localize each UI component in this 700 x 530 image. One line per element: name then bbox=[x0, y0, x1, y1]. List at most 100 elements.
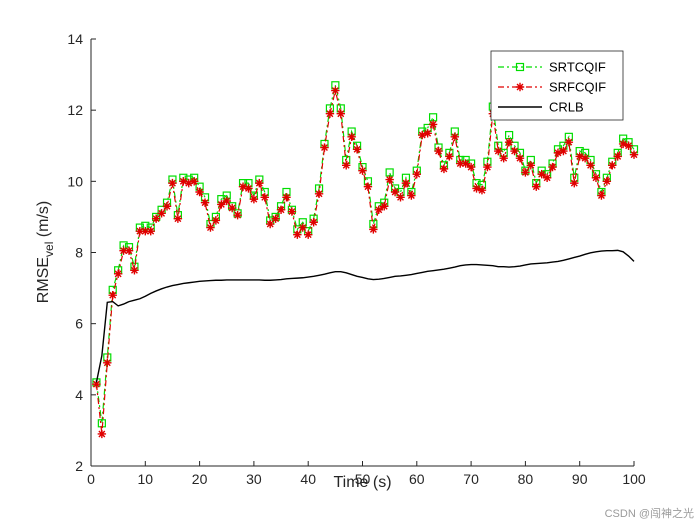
data-point-srfcqif bbox=[233, 210, 242, 220]
data-point-srfcqif bbox=[336, 109, 345, 118]
data-point-srfcqif bbox=[510, 146, 519, 156]
data-point-srfcqif bbox=[200, 198, 210, 207]
legend-label-crlb: CRLB bbox=[549, 100, 584, 115]
data-point-srfcqif bbox=[108, 291, 117, 300]
data-point-srfcqif bbox=[244, 184, 253, 193]
data-point-srfcqif bbox=[575, 152, 584, 161]
legend-box bbox=[490, 50, 624, 121]
data-point-srfcqif bbox=[553, 148, 563, 158]
data-point-srfcqif bbox=[456, 159, 465, 168]
y-tick-label: 14 bbox=[67, 31, 83, 47]
legend-items: SRTCQIF SRFCQIF CRLB bbox=[498, 60, 606, 115]
data-point-srfcqif bbox=[276, 205, 286, 214]
data-point-srfcqif bbox=[124, 246, 134, 255]
data-point-srfcqif bbox=[559, 146, 568, 156]
legend-label-srfcqif: SRFCQIF bbox=[549, 80, 606, 95]
data-point-srfcqif bbox=[260, 193, 269, 202]
data-point-srfcqif bbox=[113, 269, 123, 279]
data-point-srfcqif bbox=[472, 184, 481, 193]
data-point-srfcqif bbox=[396, 193, 405, 202]
y-axis-label-unit: (m/s) bbox=[35, 201, 52, 242]
data-point-srfcqif bbox=[363, 182, 373, 191]
data-point-srfcqif bbox=[412, 170, 421, 179]
data-point-srfcqif bbox=[515, 154, 525, 163]
y-tick-label: 6 bbox=[75, 316, 83, 332]
watermark: CSDN @闯神之光 bbox=[605, 506, 694, 520]
y-axis-label-subscript: vel bbox=[42, 242, 56, 257]
data-point-srfcqif bbox=[380, 202, 389, 211]
data-point-srfcqif bbox=[613, 152, 622, 161]
series-line-crlb bbox=[95, 249, 635, 383]
data-point-srfcqif bbox=[130, 266, 139, 275]
data-point-srfcqif bbox=[369, 225, 378, 234]
data-point-srfcqif bbox=[195, 187, 204, 197]
data-point-srfcqif bbox=[222, 196, 231, 206]
data-point-srfcqif bbox=[352, 145, 362, 154]
data-point-srfcqif bbox=[282, 193, 291, 202]
data-point-srfcqif bbox=[309, 218, 318, 227]
data-point-srfcqif bbox=[271, 214, 280, 223]
data-point-srfcqif bbox=[151, 214, 161, 223]
series-layer bbox=[92, 81, 639, 439]
x-tick-label: 0 bbox=[87, 471, 95, 487]
data-point-srfcqif bbox=[146, 226, 155, 236]
series-crlb bbox=[95, 249, 635, 383]
data-point-srfcqif bbox=[428, 120, 438, 129]
data-point-srfcqif bbox=[602, 177, 612, 186]
data-point-srfcqif bbox=[103, 358, 112, 368]
x-tick-label: 70 bbox=[463, 471, 479, 487]
x-tick-label: 100 bbox=[622, 471, 646, 487]
y-tick-label: 12 bbox=[67, 102, 83, 118]
data-point-srfcqif bbox=[173, 214, 183, 223]
data-point-srfcqif bbox=[597, 191, 606, 200]
y-tick-label: 2 bbox=[75, 458, 83, 474]
data-point-srfcqif bbox=[331, 86, 340, 95]
data-point-srfcqif bbox=[265, 219, 275, 229]
y-tick-label: 10 bbox=[67, 173, 83, 189]
data-point-srfcqif bbox=[521, 168, 530, 177]
data-point-srfcqif bbox=[445, 152, 454, 161]
data-point-srfcqif bbox=[298, 223, 307, 232]
data-point-srfcqif bbox=[211, 216, 221, 225]
data-point-srfcqif bbox=[499, 154, 508, 163]
data-point-srfcqif bbox=[591, 173, 601, 182]
data-point-srfcqif bbox=[255, 178, 264, 188]
data-point-srfcqif bbox=[97, 429, 107, 439]
data-point-srfcqif bbox=[184, 178, 193, 188]
series-srfcqif bbox=[92, 86, 639, 439]
data-point-srfcqif bbox=[450, 132, 460, 142]
data-point-srfcqif bbox=[439, 164, 449, 174]
data-point-srfcqif bbox=[385, 175, 394, 184]
data-point-srfcqif bbox=[287, 207, 297, 216]
data-point-srfcqif bbox=[537, 170, 546, 179]
x-tick-label: 10 bbox=[138, 471, 154, 487]
data-point-srfcqif bbox=[580, 154, 590, 163]
data-point-srfcqif bbox=[168, 178, 177, 188]
data-point-srfcqif bbox=[570, 178, 579, 188]
data-point-srfcqif bbox=[624, 141, 633, 150]
data-point-srfcqif bbox=[162, 202, 172, 211]
data-point-srfcqif bbox=[526, 161, 536, 170]
data-point-srfcqif bbox=[401, 178, 411, 188]
y-tick-label: 4 bbox=[75, 387, 83, 403]
data-point-srfcqif bbox=[483, 162, 492, 172]
data-point-srfcqif bbox=[119, 246, 128, 255]
data-point-srfcqif bbox=[504, 137, 514, 147]
data-point-srfcqif bbox=[227, 203, 237, 213]
data-point-srfcqif bbox=[135, 226, 145, 236]
data-point-srfcqif bbox=[304, 230, 313, 239]
data-point-srfcqif bbox=[423, 129, 432, 138]
x-tick-label: 40 bbox=[300, 471, 316, 487]
data-point-srfcqif bbox=[314, 189, 324, 198]
legend-item-crlb: CRLB bbox=[498, 100, 584, 115]
data-point-srfcqif bbox=[548, 162, 557, 172]
data-point-srfcqif bbox=[141, 226, 150, 236]
data-point-srfcqif bbox=[325, 109, 335, 118]
data-point-srfcqif bbox=[374, 205, 383, 214]
legend-item-srtcqif: SRTCQIF bbox=[498, 60, 606, 75]
data-point-srfcqif bbox=[293, 230, 302, 239]
data-point-srfcqif bbox=[564, 137, 574, 147]
data-point-srfcqif bbox=[434, 146, 443, 156]
data-point-srfcqif bbox=[407, 191, 416, 200]
